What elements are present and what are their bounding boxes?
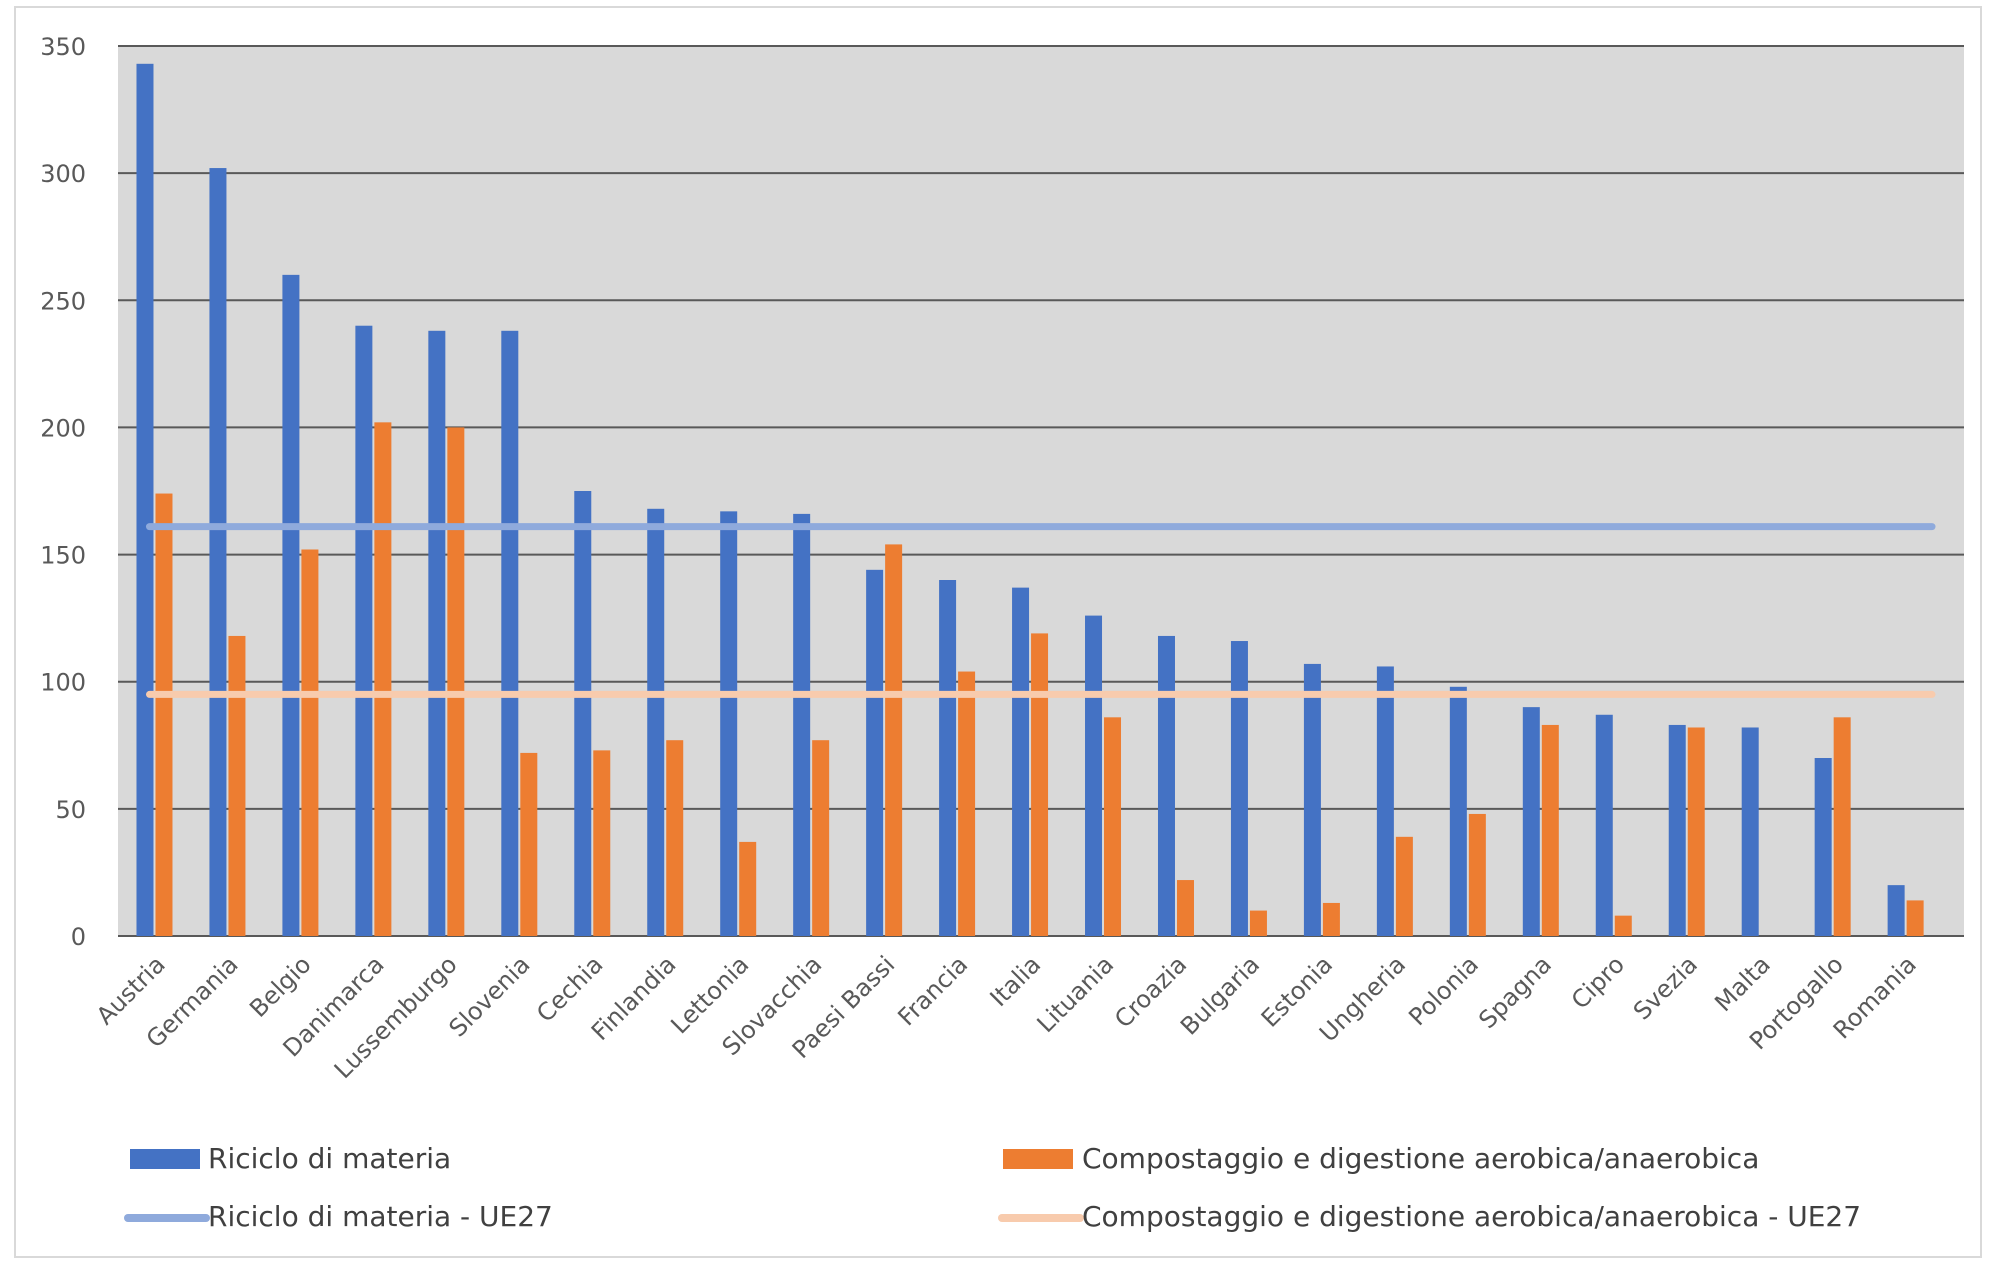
x-tick-label: Lituania: [1032, 950, 1120, 1038]
bar-compostaggio: [739, 841, 757, 936]
legend-label-series-1: Compostaggio e digestione aerobica/anaer…: [1082, 1142, 1759, 1175]
x-tick-label: Francia: [892, 950, 973, 1031]
x-tick-label: Italia: [985, 950, 1047, 1012]
bar-compostaggio: [1614, 915, 1632, 936]
bar-compostaggio: [155, 493, 173, 936]
bar-compostaggio: [1906, 900, 1924, 936]
y-tick-label: 50: [55, 796, 86, 824]
bar-compostaggio: [301, 549, 319, 936]
y-tick-label: 300: [40, 160, 86, 188]
bar-compostaggio: [1468, 813, 1486, 936]
bar-riciclo: [1595, 714, 1613, 936]
bar-compostaggio: [1322, 902, 1340, 936]
bar-compostaggio: [958, 671, 976, 936]
bar-riciclo: [720, 511, 738, 936]
bar-compostaggio: [1031, 633, 1049, 936]
bar-compostaggio: [1249, 910, 1267, 936]
bar-riciclo: [1814, 758, 1832, 936]
x-tick-label: Polonia: [1403, 950, 1484, 1031]
bar-riciclo: [574, 491, 592, 936]
bar-compostaggio: [1395, 836, 1413, 936]
y-axis-ticks: 0 50 100 150 200 250 300 350: [40, 33, 86, 951]
legend: Riciclo di materia Compostaggio e digest…: [124, 1142, 1861, 1233]
bar-riciclo: [209, 168, 227, 937]
bar-compostaggio: [1176, 880, 1194, 936]
bar-compostaggio: [520, 752, 538, 936]
bar-compostaggio: [593, 750, 611, 936]
legend-swatch-series-1: [1003, 1149, 1073, 1169]
bar-riciclo: [866, 569, 884, 936]
x-tick-label: Slovenia: [444, 950, 536, 1042]
bar-riciclo: [647, 508, 665, 936]
reference-lines: [145, 523, 1936, 698]
y-tick-label: 150: [40, 542, 86, 570]
y-tick-label: 0: [71, 923, 86, 951]
y-tick-label: 350: [40, 33, 86, 61]
bar-riciclo: [1012, 587, 1030, 936]
legend-label-series-0: Riciclo di materia: [208, 1142, 451, 1175]
x-tick-label: Spagna: [1473, 950, 1557, 1034]
bar-riciclo: [355, 325, 373, 936]
bar-compostaggio: [1104, 717, 1122, 936]
bar-riciclo: [1887, 885, 1905, 936]
bar-compostaggio: [812, 740, 830, 936]
x-tick-label: Belgio: [244, 950, 316, 1022]
bar-riciclo: [1085, 615, 1103, 936]
bar-riciclo: [1230, 641, 1248, 936]
bar-compostaggio: [1687, 727, 1705, 936]
bar-riciclo: [1157, 635, 1175, 936]
bar-compostaggio: [228, 635, 246, 936]
y-tick-label: 200: [40, 414, 86, 442]
bar-riciclo: [282, 274, 300, 936]
x-tick-label: Bulgaria: [1175, 950, 1265, 1040]
bar-riciclo: [1741, 727, 1759, 936]
bar-riciclo: [1668, 724, 1686, 936]
bar-compostaggio: [447, 427, 465, 936]
bar-riciclo: [1376, 666, 1394, 936]
bar-riciclo: [136, 63, 154, 937]
bar-riciclo: [1522, 707, 1540, 936]
bar-riciclo: [1303, 663, 1321, 936]
x-tick-label: Cipro: [1566, 950, 1630, 1014]
legend-label-reference-1: Compostaggio e digestione aerobica/anaer…: [1082, 1200, 1861, 1233]
bar-riciclo: [1449, 686, 1467, 936]
bar-compostaggio: [1541, 724, 1559, 936]
legend-label-reference-0: Riciclo di materia - UE27: [208, 1200, 553, 1233]
bar-compostaggio: [666, 740, 684, 936]
legend-swatch-series-0: [130, 1149, 200, 1169]
bar-riciclo: [428, 330, 446, 936]
bar-compostaggio: [885, 544, 903, 936]
bar-compostaggio: [1833, 717, 1851, 936]
y-tick-label: 250: [40, 287, 86, 315]
y-tick-label: 100: [40, 669, 86, 697]
bar-compostaggio: [374, 422, 392, 936]
bar-riciclo: [793, 513, 811, 936]
x-tick-label: Svezia: [1628, 950, 1703, 1025]
bar-riciclo: [939, 580, 957, 936]
x-tick-label: Malta: [1709, 950, 1776, 1017]
bar-riciclo: [501, 330, 519, 936]
